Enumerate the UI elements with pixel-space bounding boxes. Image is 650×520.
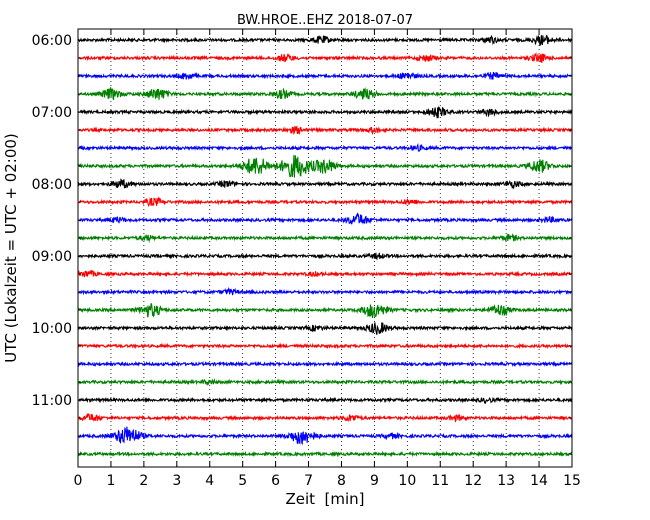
trace-10:15 [77, 342, 573, 350]
y-axis-ticks: 06:00 07:00 08:00 09:00 10:00 11:00 [32, 33, 572, 455]
x-tick-label: 8 [337, 473, 346, 489]
x-tick-label: 0 [74, 473, 83, 489]
trace-08:30 [77, 212, 573, 225]
x-tick-label: 1 [106, 473, 115, 489]
trace-06:00 [77, 34, 573, 46]
trace-07:00 [77, 106, 573, 119]
trace-08:00 [77, 178, 573, 190]
trace-08:15 [77, 196, 573, 208]
trace-06:15 [77, 51, 573, 63]
trace-06:45 [77, 86, 573, 101]
trace-11:00 [77, 396, 573, 405]
x-tick-label: 13 [497, 473, 515, 489]
x-tick-label: 3 [172, 473, 181, 489]
trace-07:45 [77, 155, 573, 178]
x-tick-label: 5 [238, 473, 247, 489]
y-tick-label: 08:00 [32, 177, 72, 193]
trace-10:45 [77, 378, 573, 386]
x-tick-label: 12 [464, 473, 482, 489]
x-axis-label: Zeit [min] [285, 490, 364, 508]
x-axis-ticks: 0 1 2 3 4 5 6 7 8 9 10 11 12 13 14 15 [74, 29, 581, 489]
trace-11:15 [77, 412, 573, 423]
trace-09:45 [77, 303, 573, 319]
x-tick-label: 15 [563, 473, 581, 489]
x-tick-label: 4 [205, 473, 214, 489]
trace-09:15 [77, 269, 573, 278]
trace-08:45 [77, 232, 573, 244]
seismic-traces [77, 34, 573, 458]
y-tick-label: 11:00 [32, 393, 72, 409]
trace-06:30 [77, 71, 573, 81]
x-tick-label: 14 [530, 473, 548, 489]
trace-09:30 [77, 286, 573, 296]
chart-title: BW.HROE..EHZ 2018-07-07 [237, 13, 413, 28]
y-tick-label: 07:00 [32, 105, 72, 121]
y-tick-label: 06:00 [32, 33, 72, 49]
y-axis-label: UTC (Lokalzeit = UTC + 02:00) [2, 133, 20, 363]
plot-frame [77, 28, 573, 468]
trace-07:15 [77, 125, 573, 136]
trace-11:30 [77, 426, 573, 446]
trace-10:00 [77, 322, 573, 335]
trace-07:30 [77, 142, 573, 152]
x-tick-label: 9 [370, 473, 379, 489]
x-tick-label: 6 [271, 473, 280, 489]
x-tick-label: 7 [304, 473, 313, 489]
x-tick-label: 11 [431, 473, 449, 489]
trace-09:00 [77, 252, 573, 261]
trace-10:30 [77, 360, 573, 368]
y-tick-label: 09:00 [32, 249, 72, 265]
x-tick-label: 2 [139, 473, 148, 489]
trace-11:45 [77, 450, 573, 458]
y-tick-label: 10:00 [32, 321, 72, 337]
x-tick-label: 10 [398, 473, 416, 489]
